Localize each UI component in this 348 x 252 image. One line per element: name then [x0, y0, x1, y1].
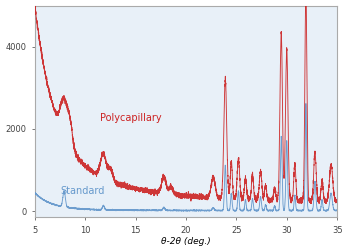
Text: Standard: Standard	[60, 186, 104, 196]
Text: Polycapillary: Polycapillary	[100, 113, 162, 123]
X-axis label: θ-2θ (deg.): θ-2θ (deg.)	[161, 237, 211, 246]
